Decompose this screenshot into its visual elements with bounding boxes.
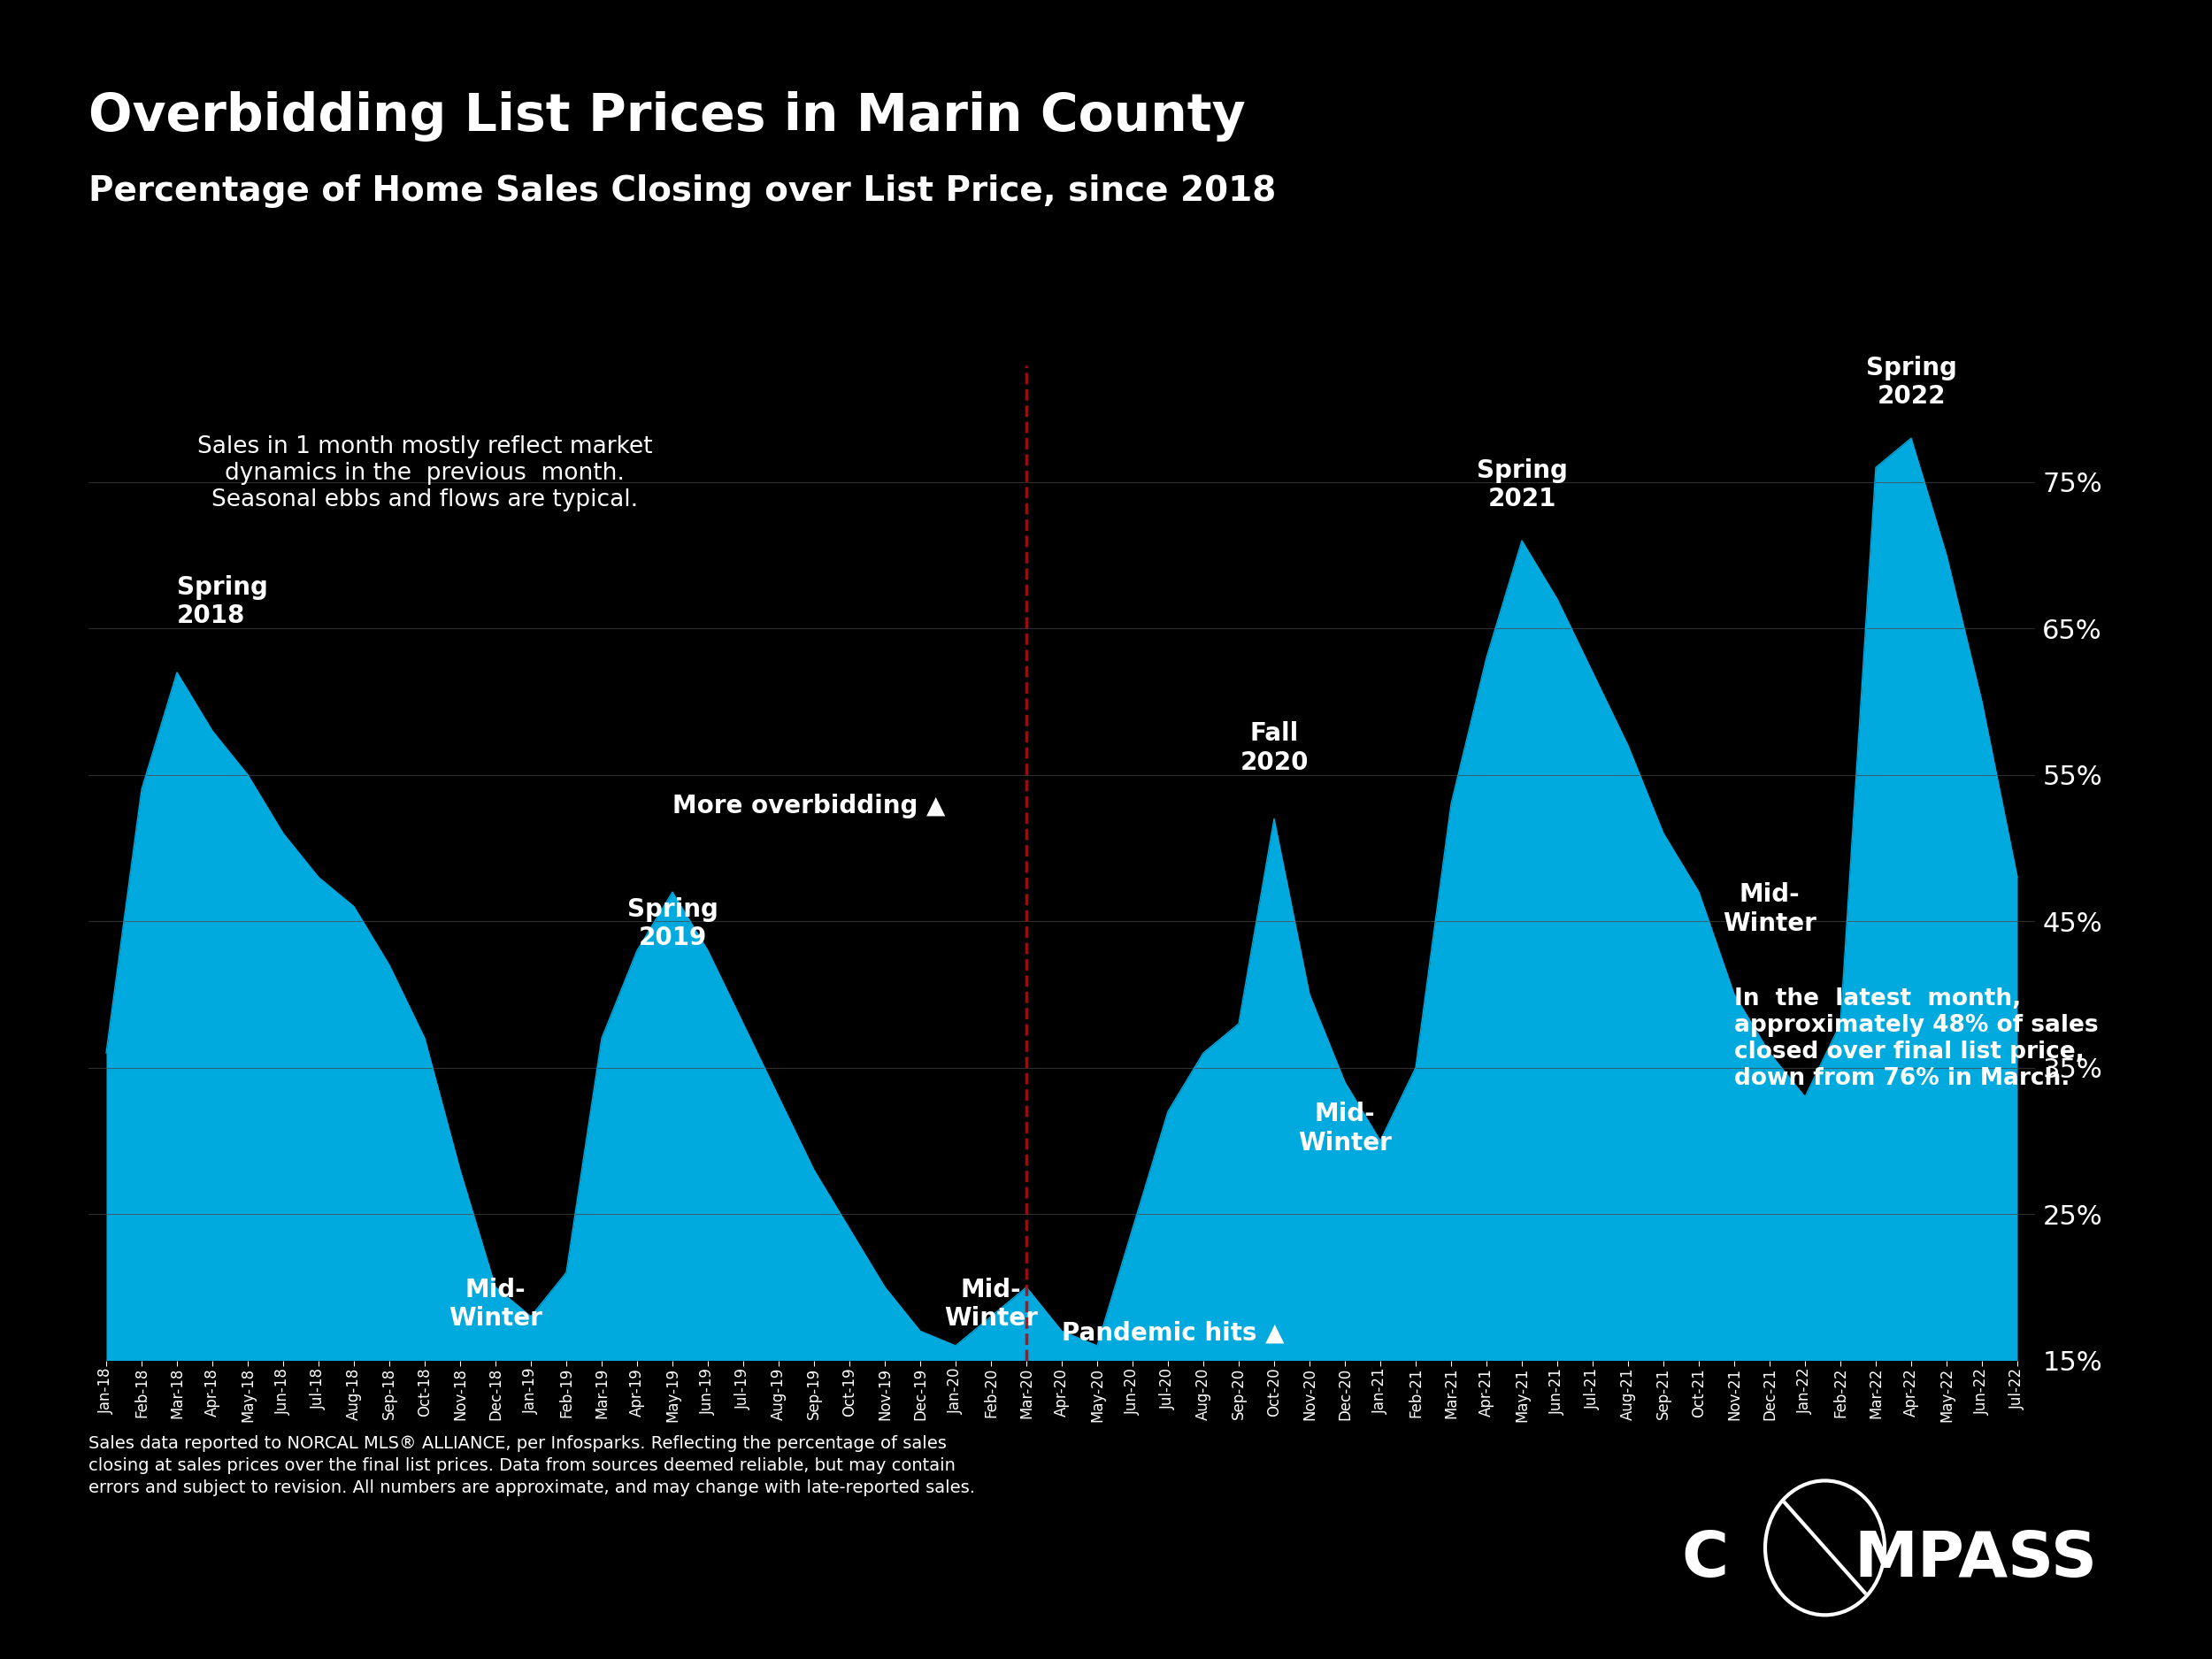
Text: Mid-
Winter: Mid- Winter — [1298, 1102, 1391, 1155]
Text: Mid-
Winter: Mid- Winter — [449, 1277, 542, 1331]
Text: In  the  latest  month,
approximately 48% of sales
closed over final list price,: In the latest month, approximately 48% o… — [1734, 987, 2099, 1090]
Text: Percentage of Home Sales Closing over List Price, since 2018: Percentage of Home Sales Closing over Li… — [88, 174, 1276, 207]
Text: Pandemic hits ▲: Pandemic hits ▲ — [1062, 1321, 1285, 1345]
Text: Fall
2020: Fall 2020 — [1239, 722, 1310, 775]
Text: Mid-
Winter: Mid- Winter — [945, 1277, 1037, 1331]
Text: MPASS: MPASS — [1854, 1530, 2097, 1589]
Text: Spring
2021: Spring 2021 — [1475, 458, 1568, 511]
Text: Spring
2022: Spring 2022 — [1865, 355, 1958, 408]
Text: Overbidding List Prices in Marin County: Overbidding List Prices in Marin County — [88, 91, 1245, 141]
Text: Sales data reported to NORCAL MLS® ALLIANCE, per Infosparks. Reflecting the perc: Sales data reported to NORCAL MLS® ALLIA… — [88, 1435, 975, 1496]
Text: C: C — [1681, 1530, 1728, 1589]
Text: Spring
2018: Spring 2018 — [177, 576, 268, 629]
Text: Mid-
Winter: Mid- Winter — [1723, 883, 1816, 936]
Text: More overbidding ▲: More overbidding ▲ — [672, 795, 945, 820]
Text: Sales in 1 month mostly reflect market
dynamics in the  previous  month.
Seasona: Sales in 1 month mostly reflect market d… — [197, 435, 653, 511]
Text: Spring
2019: Spring 2019 — [626, 898, 719, 951]
